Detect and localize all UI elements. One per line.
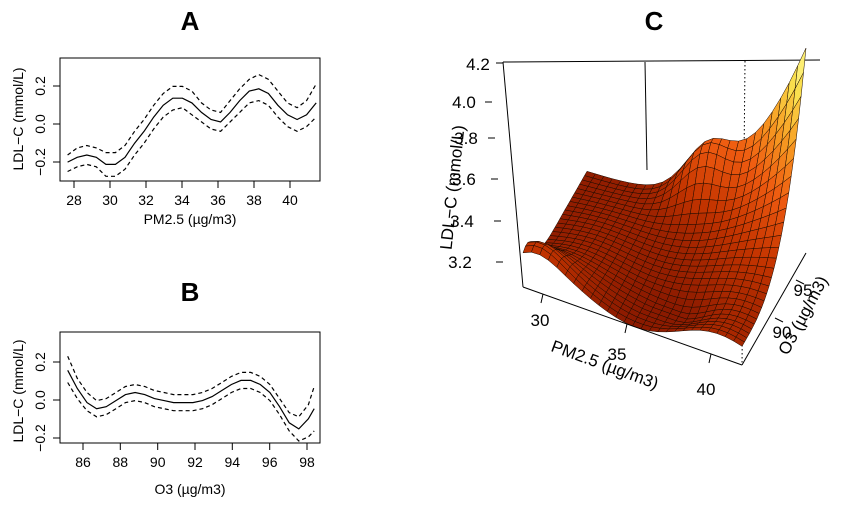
panel-c-y-axis: 90 95 O3 (µg/m3) xyxy=(773,273,832,358)
panel-b-title: B xyxy=(181,277,200,307)
panel-b-xtick-label: 88 xyxy=(113,454,129,470)
panel-c-ztick-label: 4.0 xyxy=(452,93,476,112)
panel-c-ytick-label: 90 xyxy=(773,323,792,342)
panel-c-xtick-label: 30 xyxy=(531,311,550,330)
panel-c-surface xyxy=(522,47,807,347)
panel-a-xtick-label: 28 xyxy=(66,192,82,208)
panel-c-ytick xyxy=(774,317,784,323)
panel-b-series-lower-ci xyxy=(67,382,315,442)
panel-b-ytick-label: 0.2 xyxy=(32,352,48,372)
panel-b-xtick-label: 90 xyxy=(150,454,166,470)
panel-b-xtick-label: 94 xyxy=(225,454,241,470)
panel-b-x-axis: 86 88 90 92 94 96 98 O3 (µg/m3) xyxy=(75,442,315,497)
panel-c-xtick-label: 40 xyxy=(697,380,716,399)
panel-a: A 28 30 32 34 36 38 40 PM2.5 (µg/m3) xyxy=(10,6,321,227)
panel-b-series-upper-ci xyxy=(67,355,315,418)
panel-a-ytick-label: −0.2 xyxy=(32,148,48,176)
panel-c-z-axis: 3.2 3.4 3.6 3.8 4.0 4.2 LDL−C (mmol/L) xyxy=(437,55,503,272)
panel-c-x-label: PM2.5 (µg/m3) xyxy=(549,337,661,393)
panel-b-series-estimate xyxy=(67,370,315,430)
panel-a-xtick-label: 38 xyxy=(246,192,262,208)
panel-c-xtick xyxy=(540,293,544,304)
panel-a-xtick-label: 30 xyxy=(102,192,118,208)
panel-a-xtick-label: 36 xyxy=(210,192,226,208)
panel-b-y-axis: 0.2 0.0 −0.2 LDL−C (mmol/L) xyxy=(10,339,61,452)
panel-c-ytick-label: 95 xyxy=(794,281,813,300)
panel-c-title: C xyxy=(645,6,664,36)
panel-a-xtick-label: 34 xyxy=(174,192,190,208)
panel-a-title: A xyxy=(181,6,200,36)
surface-facet xyxy=(733,336,745,347)
panel-a-xtick-label: 32 xyxy=(138,192,154,208)
panel-c-ztick-label: 3.6 xyxy=(452,170,476,189)
panel-c-xtick-label: 35 xyxy=(608,345,627,364)
panel-c-ztick-label: 4.2 xyxy=(466,55,490,74)
panel-a-ytick-label: 0.2 xyxy=(32,76,48,96)
panel-a-xtick-label: 40 xyxy=(282,192,298,208)
panel-b-ytick-label: −0.2 xyxy=(32,424,48,452)
panel-b-plot-frame xyxy=(59,331,321,444)
panel-c-box-front xyxy=(522,252,807,366)
panel-a-series-lower-ci xyxy=(67,99,317,177)
panel-b-xtick-label: 98 xyxy=(299,454,315,470)
panel-b-lines xyxy=(67,355,315,442)
panel-a-series-estimate xyxy=(67,88,317,165)
panel-a-x-label: PM2.5 (µg/m3) xyxy=(144,211,237,227)
panel-b-y-label: LDL−C (mmol/L) xyxy=(10,339,26,442)
panel-a-x-axis: 28 30 32 34 36 38 40 PM2.5 (µg/m3) xyxy=(66,180,298,227)
panel-b-x-label: O3 (µg/m3) xyxy=(154,481,225,497)
panel-b: B 86 88 90 92 94 96 98 O3 (µg/m3) 0.2 xyxy=(10,277,321,497)
panel-c-xtick xyxy=(624,323,628,334)
panel-c-ztick-label: 3.4 xyxy=(450,212,474,231)
panel-a-series-upper-ci xyxy=(67,73,317,156)
panel-c-xtick xyxy=(708,353,712,364)
panel-c-ztick-label: 3.8 xyxy=(454,129,478,148)
panel-a-ytick-label: 0.0 xyxy=(32,114,48,134)
panel-a-y-axis: 0.2 0.0 −0.2 LDL−C (mmol/L) xyxy=(10,67,61,176)
panel-a-y-label: LDL−C (mmol/L) xyxy=(10,67,26,170)
panel-a-plot-frame xyxy=(59,57,321,182)
panel-c-ztick-label: 3.2 xyxy=(448,253,472,272)
panel-b-ytick-label: 0.0 xyxy=(32,390,48,410)
panel-c-ytick xyxy=(795,279,805,285)
panel-c: C 3.2 3.4 3.6 3.8 4.0 4.2 LDL xyxy=(437,6,832,399)
panel-b-xtick-label: 92 xyxy=(187,454,203,470)
panel-b-xtick-label: 86 xyxy=(75,454,91,470)
panel-a-lines xyxy=(67,73,317,177)
panel-b-xtick-label: 96 xyxy=(262,454,278,470)
